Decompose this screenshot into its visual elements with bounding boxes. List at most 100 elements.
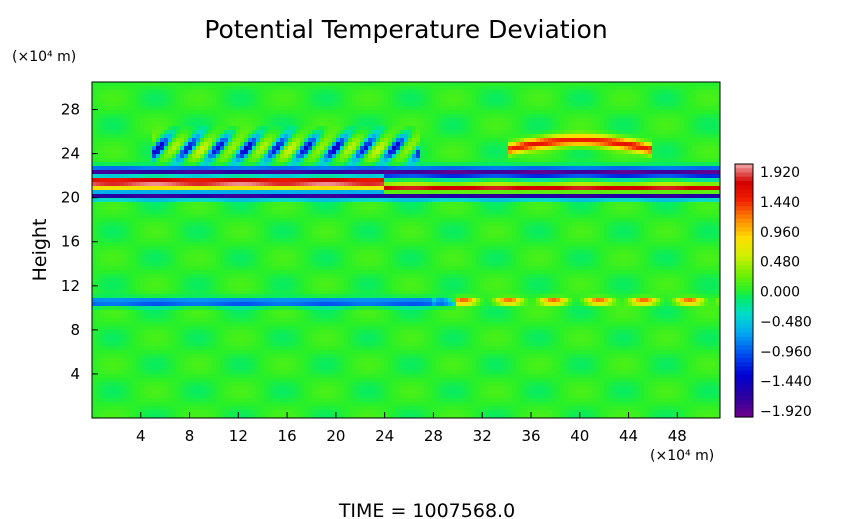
y-tick-label: 4 — [70, 365, 80, 383]
colorbar-label: −0.960 — [760, 344, 812, 360]
colorbar-swatch — [735, 374, 753, 380]
colorbar-swatch — [735, 395, 753, 401]
colorbar-swatch — [735, 277, 753, 283]
colorbar-swatch — [735, 353, 753, 359]
colorbar-swatch — [735, 260, 753, 266]
colorbar-swatch — [735, 370, 753, 376]
x-tick-label: 28 — [424, 427, 443, 445]
x-tick-label: 12 — [229, 427, 248, 445]
colorbar-swatch — [735, 197, 753, 203]
colorbar-frame — [734, 163, 754, 418]
x-unit-label: (×10⁴ m) — [650, 448, 714, 464]
y-unit-label: (×10⁴ m) — [12, 49, 76, 65]
colorbar-swatch — [735, 345, 753, 351]
y-tick-label: 16 — [61, 233, 80, 251]
colorbar-swatch — [735, 294, 753, 300]
colorbar-swatch — [735, 400, 753, 405]
colorbar-swatch — [735, 189, 753, 195]
x-tick-label: 48 — [668, 427, 687, 445]
colorbar-swatch — [735, 172, 753, 178]
colorbar-swatch — [735, 408, 753, 414]
colorbar-swatch — [735, 336, 753, 342]
colorbar-swatch — [735, 307, 753, 313]
colorbar-swatch — [735, 379, 753, 384]
colorbar-label: −0.480 — [760, 314, 812, 330]
colorbar-label: −1.440 — [760, 374, 812, 390]
colorbar-swatch — [735, 290, 753, 296]
y-axis: 4 8 12 16 20 24 28 — [61, 101, 98, 383]
colorbar-swatch — [735, 248, 753, 254]
colorbar-swatch — [735, 391, 753, 397]
colorbar-swatch — [735, 218, 753, 224]
x-tick-label: 40 — [570, 427, 589, 445]
colorbar-swatch — [735, 193, 753, 199]
colorbar-swatch — [735, 206, 753, 211]
plot-frame — [91, 81, 721, 419]
colorbar-swatch — [735, 349, 753, 355]
x-tick-label: 16 — [278, 427, 297, 445]
colorbar-swatch — [735, 324, 753, 330]
colorbar-swatch — [735, 383, 753, 389]
heatmap-field — [92, 82, 720, 418]
colorbar-swatch — [735, 223, 753, 228]
colorbar-label: −1.920 — [760, 404, 812, 420]
y-tick-label: 28 — [61, 101, 80, 119]
chart-title: Potential Temperature Deviation — [204, 15, 607, 44]
colorbar-swatch — [735, 269, 753, 275]
x-tick-label: 24 — [375, 427, 394, 445]
x-tick-label: 44 — [619, 427, 638, 445]
colorbar-swatch — [735, 387, 753, 393]
colorbar-swatch — [735, 303, 753, 308]
colorbar-swatch — [735, 311, 753, 317]
x-tick-label: 36 — [521, 427, 540, 445]
colorbar-swatch — [735, 168, 753, 174]
x-tick-label: 4 — [136, 427, 146, 445]
colorbar-swatch — [735, 185, 753, 190]
colorbar-swatch — [735, 210, 753, 216]
x-axis: 4 8 12 16 20 24 28 32 36 40 44 48 — [136, 412, 687, 445]
colorbar-swatch — [735, 235, 753, 241]
colorbar-swatch — [735, 256, 753, 262]
x-tick-label: 20 — [326, 427, 345, 445]
y-tick-label: 8 — [70, 321, 80, 339]
colorbar-swatch — [735, 362, 753, 367]
colorbar-swatch — [735, 252, 753, 258]
time-footer: TIME = 1007568.0 — [338, 500, 515, 519]
colorbar-swatch — [735, 201, 753, 207]
colorbar-swatch — [735, 286, 753, 292]
colorbar-swatch — [735, 227, 753, 233]
colorbar-label: 1.440 — [760, 195, 800, 211]
y-tick-label: 20 — [61, 189, 80, 207]
colorbar-swatch — [735, 273, 753, 279]
colorbar-swatch — [735, 328, 753, 334]
colorbar-swatch — [735, 180, 753, 186]
colorbar-swatch — [735, 231, 753, 237]
colorbar-swatch — [735, 341, 753, 346]
colorbar-swatch — [735, 214, 753, 220]
colorbar-label: 0.960 — [760, 225, 800, 241]
colorbar-swatch — [735, 282, 753, 287]
colorbar: 1.920 1.440 0.960 0.480 0.000 −0.480 −0.960 −1.… — [734, 163, 812, 420]
colorbar-swatch — [735, 366, 753, 372]
colorbar-swatch — [735, 176, 753, 182]
colorbar-label: 0.000 — [760, 285, 800, 301]
y-axis-label: Height — [29, 219, 51, 282]
colorbar-swatch — [735, 244, 753, 249]
colorbar-swatch — [735, 164, 753, 169]
colorbar-swatch — [735, 412, 753, 418]
colorbar-label: 0.480 — [760, 255, 800, 271]
colorbar-label: 1.920 — [760, 165, 800, 181]
y-tick-label: 24 — [61, 145, 80, 163]
colorbar-swatch — [735, 298, 753, 304]
colorbar-swatch — [735, 239, 753, 245]
y-tick-label: 12 — [61, 277, 80, 295]
colorbar-swatch — [735, 332, 753, 338]
x-tick-label: 8 — [185, 427, 195, 445]
x-tick-label: 32 — [473, 427, 492, 445]
colorbar-swatch — [735, 404, 753, 410]
colorbar-swatch — [735, 315, 753, 321]
colorbar-swatch — [735, 357, 753, 363]
colorbar-swatch — [735, 320, 753, 325]
colorbar-swatch — [735, 265, 753, 271]
